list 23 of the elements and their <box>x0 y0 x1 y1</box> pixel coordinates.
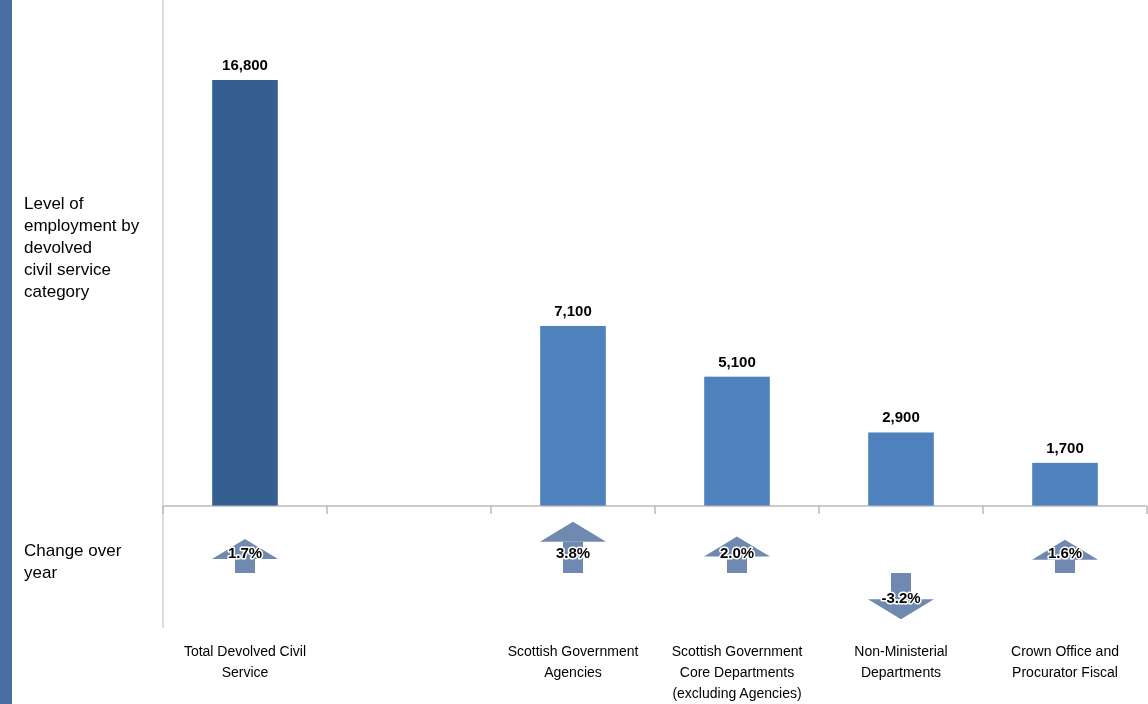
data-label: 1,700 <box>1046 438 1084 456</box>
bar <box>1032 462 1098 506</box>
data-label: -3.2% <box>881 589 921 606</box>
data-label: 1.7% <box>227 544 263 561</box>
bar <box>1055 559 1075 573</box>
x-tick-label: Scottish Government Core Departments (excluding Agencies) <box>671 643 803 701</box>
data-label: 16,800 <box>222 56 268 73</box>
data-label: 2,900 <box>882 408 920 426</box>
data-label: 7,100 <box>554 301 592 319</box>
data-label: 1.6% <box>1047 544 1083 561</box>
x-tick-label: Non-Ministerial Departments <box>854 643 948 680</box>
x-tick-label: Total Devolved Civil Service <box>183 643 307 680</box>
bar <box>235 559 255 573</box>
bar <box>704 376 770 506</box>
x-tick-label: Scottish Government Agencies <box>507 643 639 680</box>
data-label: 5,100 <box>718 352 756 370</box>
x-tick-label: Crown Office and Procurator Fiscal <box>1011 643 1119 680</box>
y-axis-title: Level of employment by devolved civil service category <box>24 194 140 301</box>
bar <box>868 432 934 506</box>
bar <box>212 80 278 506</box>
bar <box>540 325 606 506</box>
y-axis-title: Change over year <box>24 541 122 582</box>
data-label: 2.0% <box>719 544 755 561</box>
